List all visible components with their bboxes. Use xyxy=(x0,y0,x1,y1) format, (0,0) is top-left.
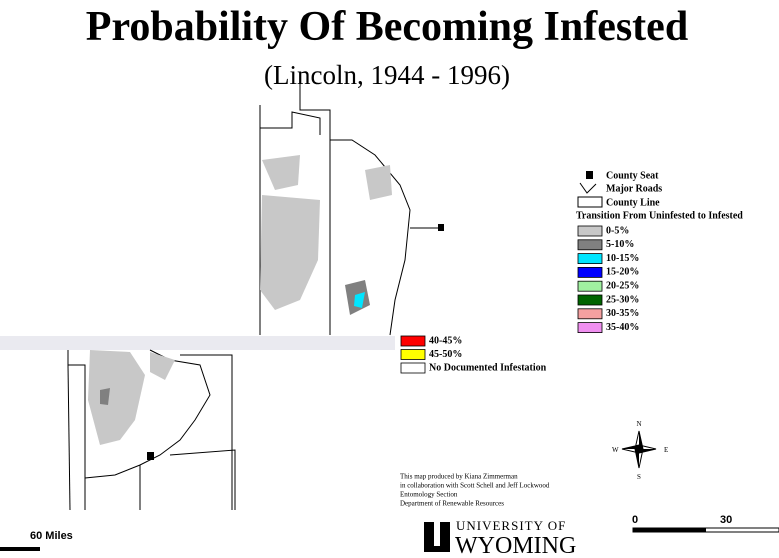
scale-bar-segment xyxy=(0,547,40,551)
credit-line: This map produced by Kiana Zimmerman xyxy=(400,473,518,481)
subtitle: (Lincoln, 1944 - 1996) xyxy=(264,60,510,90)
legend-swatch xyxy=(577,239,603,251)
scale-bar-segment xyxy=(633,528,706,532)
legend-label: 40-45% xyxy=(429,335,462,346)
legend-label: 15-20% xyxy=(606,267,639,278)
legend-swatch xyxy=(577,280,603,292)
credits: This map produced by Kiana Zimmerman in … xyxy=(400,473,550,508)
county-seat-symbol xyxy=(586,171,593,179)
logo-text: WYOMING xyxy=(455,533,576,558)
legend-label: 45-50% xyxy=(429,349,462,360)
county-line-symbol xyxy=(577,196,603,208)
county-seat-marker xyxy=(147,452,154,460)
legend-swatch xyxy=(577,294,603,306)
legend-swatch xyxy=(400,362,426,374)
legend: County Seat Major Roads County Line Tran… xyxy=(400,170,743,374)
legend-label: County Seat xyxy=(606,170,659,181)
legend-label: County Line xyxy=(606,197,660,208)
legend-label: 30-35% xyxy=(606,308,639,319)
legend-label: 5-10% xyxy=(606,239,634,250)
compass-label: S xyxy=(637,473,641,481)
university-logo: UNIVERSITY OF WYOMING xyxy=(424,518,576,558)
legend-swatch xyxy=(577,253,603,265)
scale-label: 60 Miles xyxy=(30,530,73,542)
legend-label: 35-40% xyxy=(606,322,639,333)
credit-line: in collaboration with Scott Schell and J… xyxy=(400,482,550,490)
map-upper xyxy=(259,80,440,336)
compass-label: W xyxy=(612,446,619,454)
image-offset-band xyxy=(0,336,395,350)
compass-label: N xyxy=(636,420,641,428)
title: Probability Of Becoming Infested xyxy=(86,4,688,50)
county-seat-marker xyxy=(438,224,444,231)
credit-line: Department of Renewable Resources xyxy=(400,500,504,508)
scale-bar: 0 30 60 Miles xyxy=(0,514,779,551)
scale-label: 30 xyxy=(720,514,732,526)
compass-label: E xyxy=(664,446,668,454)
legend-label: Major Roads xyxy=(606,183,662,194)
legend-label: No Documented Infestation xyxy=(429,362,547,373)
legend-label: 0-5% xyxy=(606,225,629,236)
road-symbol xyxy=(579,182,597,194)
legend-label: 10-15% xyxy=(606,253,639,264)
legend-swatch xyxy=(577,322,603,334)
legend-swatch xyxy=(577,266,603,278)
legend-swatch xyxy=(577,225,603,237)
legend-swatch xyxy=(577,308,603,320)
legend-swatch xyxy=(400,349,426,360)
infestation-lower xyxy=(88,350,175,445)
infestation-upper xyxy=(260,155,392,315)
map-lower xyxy=(67,349,236,511)
compass: N S E W xyxy=(612,420,668,481)
legend-label: 20-25% xyxy=(606,280,639,291)
logo-text: UNIVERSITY OF xyxy=(456,518,566,533)
legend-heading: Transition From Uninfested to Infested xyxy=(576,210,743,221)
legend-label: 25-30% xyxy=(606,294,639,305)
legend-swatch xyxy=(400,335,426,347)
credit-line: Entomology Section xyxy=(400,491,458,499)
scale-label: 0 xyxy=(632,514,638,526)
